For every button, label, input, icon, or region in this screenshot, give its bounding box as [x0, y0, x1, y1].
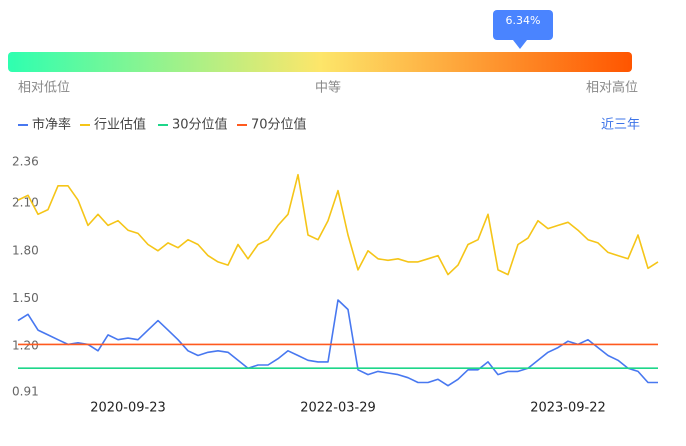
x-tick-label: 2022-03-29	[300, 401, 376, 416]
gauge-low-label: 相对低位	[18, 81, 70, 96]
x-tick-label: 2020-09-23	[90, 401, 166, 416]
series-line	[17, 173, 659, 276]
gauge-bar	[8, 52, 632, 72]
gauge-pointer	[513, 40, 527, 49]
gauge-tooltip: 6.34%	[506, 14, 541, 27]
series-line	[17, 299, 658, 387]
gauge-high-label: 相对高位	[586, 80, 638, 96]
gauge-tooltip-box	[493, 10, 553, 40]
y-tick-label: 0.91	[12, 385, 39, 399]
y-tick-label: 2.36	[12, 155, 39, 169]
legend-label: 市净率	[32, 117, 71, 133]
y-tick-label: 1.80	[12, 243, 39, 257]
legend-label: 行业估值	[94, 117, 146, 133]
gauge-mid-label: 中等	[315, 80, 341, 96]
y-tick-label: 1.50	[12, 291, 39, 305]
x-tick-label: 2023-09-22	[530, 401, 606, 416]
range-button[interactable]: 近三年	[601, 118, 640, 133]
y-tick-label: 1.20	[12, 339, 39, 353]
legend-label: 70分位值	[251, 117, 307, 133]
legend-label: 30分位值	[172, 117, 228, 133]
